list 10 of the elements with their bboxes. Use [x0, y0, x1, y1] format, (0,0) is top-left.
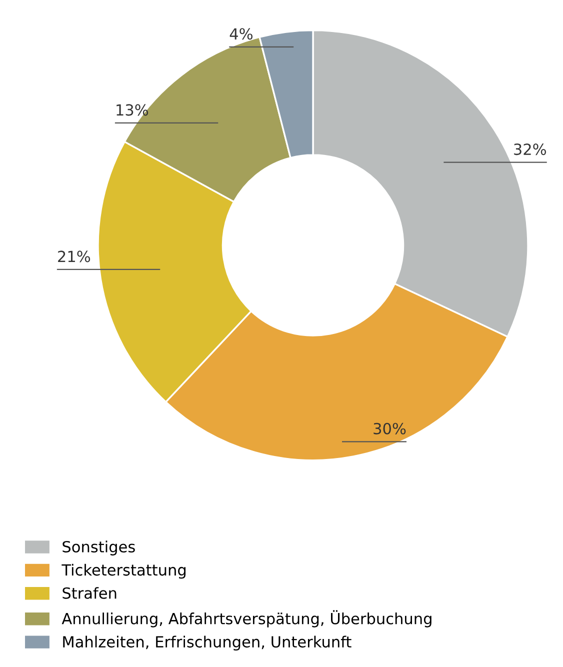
legend-label: Ticketerstattung	[62, 564, 186, 579]
data-label: 32%	[514, 144, 546, 156]
legend-label: Annullierung, Abfahrtsverspätung, Überbuchung	[62, 610, 432, 628]
data-label: 13%	[116, 104, 148, 116]
legend-label: Mahlzeiten, Erfrischungen, Unterkunft	[63, 636, 352, 651]
data-label: 21%	[58, 250, 90, 262]
data-label: 30%	[374, 422, 406, 434]
data-label: 4%	[230, 28, 252, 40]
legend-label: Sonstiges	[62, 540, 135, 556]
legend-label: Strafen	[62, 587, 116, 599]
